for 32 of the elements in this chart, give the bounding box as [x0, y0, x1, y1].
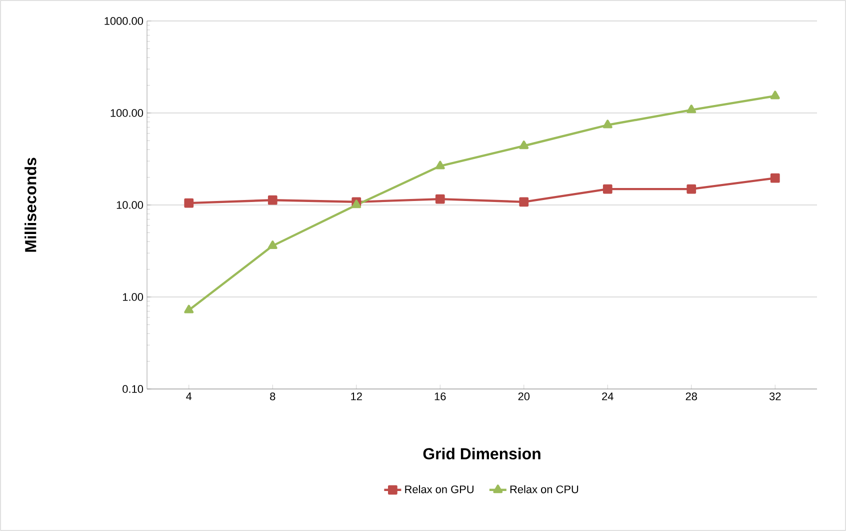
point [602, 120, 612, 128]
point [184, 198, 194, 208]
point [686, 184, 696, 194]
x-tick-label: 32 [769, 392, 781, 400]
point [184, 304, 194, 314]
x-tick-label: 4 [186, 392, 192, 400]
x-tick-label: 24 [602, 392, 614, 400]
point [602, 184, 612, 194]
point [519, 140, 529, 150]
point [352, 200, 362, 208]
x-tick-label: 28 [686, 392, 697, 400]
x-tick-label: 12 [351, 392, 362, 400]
point [519, 197, 529, 207]
x-axis-title: Grid Dimension [423, 448, 540, 460]
point [268, 240, 278, 249]
point [435, 160, 445, 170]
x-tick-label: 8 [270, 392, 276, 400]
point [686, 104, 696, 114]
y-axis-title: Milliseconds [24, 158, 36, 252]
legend-label: Relax on CPU [510, 485, 578, 494]
point [435, 194, 445, 204]
y-tick-label: 1.00 [122, 293, 144, 301]
y-tick-label: 1000.00 [104, 17, 144, 25]
x-tick-label: 20 [518, 392, 530, 400]
point [268, 195, 278, 205]
legend-label: Relax on GPU [405, 485, 474, 494]
point [770, 90, 780, 100]
y-tick-label: 100.00 [110, 109, 144, 117]
y-tick-label: 10.00 [116, 201, 144, 209]
point [770, 173, 780, 183]
y-tick-label: 0.10 [122, 385, 144, 393]
x-tick-label: 16 [434, 392, 446, 400]
